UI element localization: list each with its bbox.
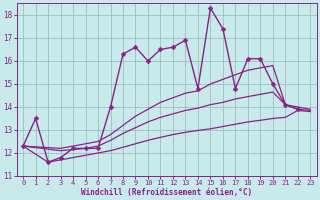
X-axis label: Windchill (Refroidissement éolien,°C): Windchill (Refroidissement éolien,°C) [81,188,252,197]
